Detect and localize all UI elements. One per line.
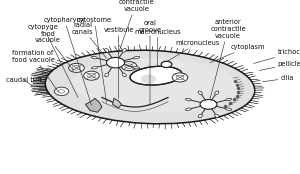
Text: micronucleus: micronucleus — [167, 40, 220, 62]
Ellipse shape — [45, 50, 255, 124]
Ellipse shape — [91, 56, 98, 59]
Text: formation of
food vacuole: formation of food vacuole — [12, 50, 58, 92]
Text: cilia: cilia — [262, 75, 294, 82]
Text: cytopyge: cytopyge — [28, 25, 78, 97]
Circle shape — [161, 61, 172, 68]
Ellipse shape — [215, 91, 219, 95]
Text: radial
canals: radial canals — [72, 22, 106, 58]
Circle shape — [200, 100, 217, 109]
Circle shape — [54, 87, 69, 96]
Ellipse shape — [198, 114, 202, 118]
Text: cytopharynx: cytopharynx — [44, 17, 92, 105]
Ellipse shape — [225, 98, 232, 101]
Text: cytoplasm: cytoplasm — [210, 44, 266, 63]
Ellipse shape — [185, 98, 192, 101]
Circle shape — [172, 73, 188, 82]
Text: anterior
contractile
vacuole: anterior contractile vacuole — [210, 19, 246, 99]
Ellipse shape — [141, 74, 156, 84]
Ellipse shape — [134, 56, 140, 59]
Text: macronucleus: macronucleus — [134, 29, 181, 66]
Ellipse shape — [225, 108, 232, 110]
Circle shape — [69, 63, 84, 72]
Ellipse shape — [122, 49, 126, 52]
Text: posterior
contractile
vacuole: posterior contractile vacuole — [118, 0, 154, 53]
Polygon shape — [85, 98, 102, 112]
Circle shape — [106, 57, 124, 68]
Ellipse shape — [122, 73, 126, 77]
Ellipse shape — [91, 66, 98, 69]
Text: trichocyst: trichocyst — [254, 49, 300, 64]
Ellipse shape — [105, 49, 109, 52]
Circle shape — [121, 62, 137, 71]
Text: oral
groove: oral groove — [138, 20, 162, 104]
Ellipse shape — [215, 114, 219, 118]
Circle shape — [84, 71, 99, 80]
Text: caudal tuft: caudal tuft — [6, 77, 42, 85]
Ellipse shape — [105, 73, 109, 77]
Text: vestibule: vestibule — [103, 27, 134, 98]
Polygon shape — [112, 98, 122, 108]
Text: pellicle: pellicle — [260, 61, 300, 70]
Ellipse shape — [134, 66, 140, 69]
Ellipse shape — [130, 66, 182, 85]
Text: cytostome: cytostome — [77, 17, 112, 103]
Ellipse shape — [72, 58, 240, 113]
Ellipse shape — [185, 108, 192, 110]
Ellipse shape — [198, 91, 202, 95]
Text: food
vacuole: food vacuole — [35, 30, 74, 70]
